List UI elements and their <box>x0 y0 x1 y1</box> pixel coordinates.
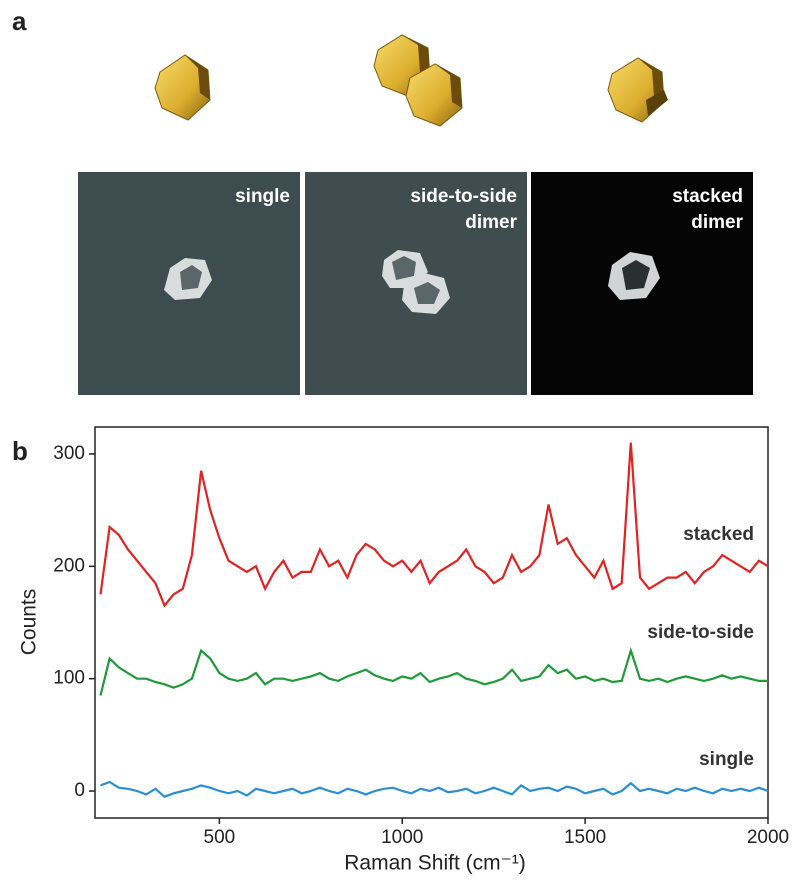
image-label: side-to-side <box>410 186 517 207</box>
line-series <box>101 651 769 696</box>
line-series <box>101 782 769 797</box>
panel-label: b <box>12 436 28 466</box>
y-tick-label: 100 <box>53 668 85 689</box>
y-tick-label: 0 <box>74 780 85 801</box>
image-label: single <box>235 186 290 207</box>
image-label: dimer <box>691 212 743 233</box>
x-axis-label: Raman Shift (cm⁻¹) <box>344 852 525 875</box>
x-tick-label: 2000 <box>747 827 789 848</box>
figure: a b Raman Shift (cm⁻¹) Counts singleside <box>0 0 799 882</box>
image-label: dimer <box>465 212 517 233</box>
y-tick-label: 300 <box>53 443 85 464</box>
line-series <box>101 443 769 606</box>
x-tick-label: 1000 <box>381 827 423 848</box>
image-label: stacked <box>672 186 743 207</box>
y-tick-label: 200 <box>53 555 85 576</box>
y-axis-label: Counts <box>18 589 41 656</box>
particle-illustration <box>374 35 462 126</box>
panel-label: a <box>12 6 27 36</box>
particle-illustration <box>155 55 210 120</box>
x-tick-label: 1500 <box>564 827 606 848</box>
x-tick-label: 500 <box>204 827 236 848</box>
series-label: single <box>699 749 754 770</box>
series-label: stacked <box>683 524 754 545</box>
series-label: side-to-side <box>647 622 754 643</box>
particle-illustration <box>608 58 668 122</box>
